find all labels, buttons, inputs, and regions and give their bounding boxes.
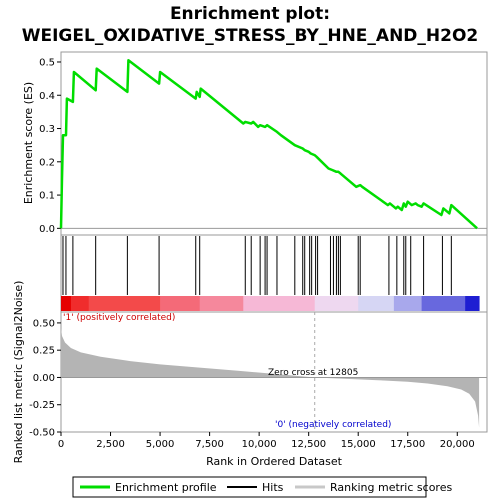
zero-cross-label: Zero cross at 12805 (268, 368, 358, 378)
metric-y-tick-label: -0.50 (29, 428, 55, 439)
rank-color-segment (421, 296, 466, 311)
es-y-tick-label: 0.3 (39, 124, 55, 135)
x-axis-label: Rank in Ordered Dataset (206, 455, 343, 468)
x-tick-label: 10,000 (242, 439, 277, 450)
rank-color-segment (465, 296, 480, 311)
metric-y-tick-label: 0.50 (33, 318, 55, 329)
es-panel: 0.0 0.1 0.2 0.3 0.4 0.5 (39, 57, 487, 235)
legend-es-label: Enrichment profile (115, 481, 217, 494)
x-tick-label: 7,500 (195, 439, 224, 450)
rank-color-segment (243, 296, 316, 311)
hits-panel (61, 236, 480, 311)
x-tick-label: 20,000 (440, 439, 475, 450)
es-y-tick-label: 0.1 (39, 191, 55, 202)
metric-y-tick-label: -0.25 (29, 400, 55, 411)
x-tick-label: 5,000 (146, 439, 175, 450)
es-panel-frame (60, 51, 488, 236)
negative-correlation-label: '0' (negatively correlated) (275, 420, 391, 430)
positive-correlation-label: '1' (positively correlated) (63, 313, 175, 323)
chart-title-line-1: Enrichment plot: (170, 4, 330, 24)
legend-metric-label: Ranking metric scores (330, 481, 452, 494)
rank-color-segment (199, 296, 244, 311)
rank-color-segment (160, 296, 201, 311)
metric-panel: -0.50 -0.25 0.00 0.25 0.50 0 2,500 5,000 7,500 10… (29, 312, 487, 450)
ranking-metric-area (61, 328, 480, 428)
rank-color-segment (70, 296, 90, 311)
metric-y-tick-label: 0.25 (33, 346, 55, 357)
rank-color-segment (358, 296, 395, 311)
legend: Enrichment profile Hits Ranking metric s… (72, 476, 452, 498)
metric-y-axis-label: Ranked list metric (Signal2Noise) (12, 281, 25, 464)
es-y-tick-label: 0.4 (39, 91, 55, 102)
rank-color-segment (393, 296, 423, 311)
x-tick-label: 2,500 (96, 439, 125, 450)
enrichment-profile-line (59, 59, 478, 230)
x-tick-label: 0 (58, 439, 64, 450)
legend-hits-label: Hits (262, 481, 284, 494)
x-tick-label: 12,500 (291, 439, 326, 450)
es-y-tick-label: 0.0 (39, 224, 55, 235)
x-tick-label: 15,000 (341, 439, 376, 450)
rank-color-segment (61, 296, 72, 311)
rank-color-segment (314, 296, 359, 311)
x-tick-label: 17,500 (390, 439, 425, 450)
es-y-tick-label: 0.2 (39, 157, 55, 168)
es-y-tick-label: 0.5 (39, 57, 55, 68)
es-y-axis-label: Enrichment score (ES) (22, 82, 35, 204)
chart-title-line-2: WEIGEL_OXIDATIVE_STRESS_BY_HNE_AND_H2O2 (22, 26, 479, 46)
metric-y-tick-label: 0.00 (33, 373, 55, 384)
rank-color-segment (88, 296, 161, 311)
